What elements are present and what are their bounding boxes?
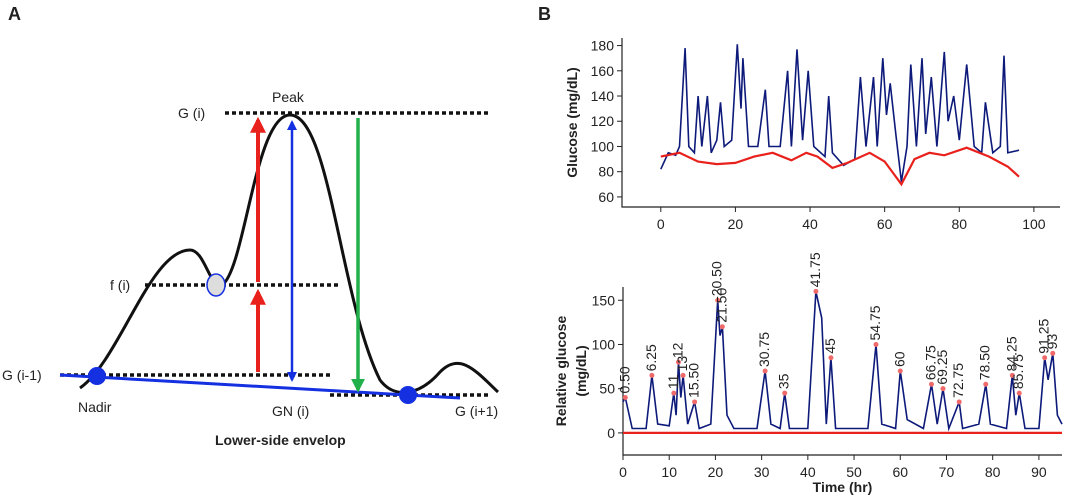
peak-mark — [762, 368, 768, 374]
peak-label: 0.50 — [616, 366, 632, 393]
peak-mark — [873, 341, 879, 347]
label: G (i+1) — [455, 403, 498, 419]
x-tick-label: 30 — [754, 464, 770, 480]
x-tick-label: 20 — [708, 464, 724, 480]
x-tick-label: 90 — [1031, 464, 1047, 480]
series-line — [660, 44, 1020, 182]
nadir-point — [88, 367, 106, 385]
y-tick-label: 160 — [591, 63, 615, 79]
peak-mark — [1042, 355, 1048, 361]
peak-mark — [782, 390, 788, 396]
x-tick-label: 80 — [951, 216, 967, 232]
x-tick-label: 70 — [939, 464, 955, 480]
peak-mark — [1009, 372, 1015, 378]
x-tick-label: 40 — [800, 464, 816, 480]
peak-label: 84.25 — [1003, 336, 1019, 371]
series-line — [622, 291, 1063, 432]
x-tick-label: 100 — [1022, 216, 1046, 232]
peak-label: 11 — [665, 374, 681, 389]
x-tick-label: 40 — [802, 216, 818, 232]
peak-mark — [1016, 390, 1022, 396]
peak-mark — [622, 395, 628, 401]
peak-mark — [897, 368, 903, 374]
label: Nadir — [78, 399, 112, 415]
peak-mark — [1050, 350, 1056, 356]
peak-mark — [719, 324, 725, 330]
y-tick-label: 180 — [591, 38, 615, 54]
peak-label: 60 — [891, 351, 907, 367]
peak-mark — [715, 297, 721, 303]
y-tick-label: 60 — [598, 189, 614, 205]
caption: Lower-side envelop — [215, 432, 346, 448]
peak-mark — [956, 399, 962, 405]
envelope-line — [59, 373, 461, 400]
label: Peak — [272, 89, 305, 105]
peak-label: 15.50 — [686, 363, 702, 398]
peak-label: 93 — [1044, 334, 1060, 350]
x-tick-label: 60 — [877, 216, 893, 232]
peak-mark — [813, 288, 819, 294]
x-tick-label: 10 — [661, 464, 677, 480]
peak-label: 54.75 — [867, 305, 883, 340]
x-tick-label: 50 — [846, 464, 862, 480]
curve — [79, 113, 500, 394]
peak-label: 21.50 — [713, 288, 729, 323]
peak-label: 6.25 — [643, 344, 659, 371]
label: f (i) — [110, 277, 130, 293]
peak-mark — [671, 390, 677, 396]
peak-mark — [828, 355, 834, 361]
series-line — [660, 146, 1020, 187]
peak-label: 69.25 — [934, 349, 950, 384]
label: GN (i) — [272, 403, 309, 419]
peak-label: 20.50 — [709, 261, 725, 296]
peak-mark — [649, 372, 655, 378]
y-tick-label: 80 — [598, 164, 614, 180]
y-axis-label: (mg/dL) — [573, 345, 589, 396]
nadir-point — [399, 386, 417, 404]
peak-mark — [983, 381, 989, 387]
y-axis-label: Relative glucose — [553, 316, 569, 427]
y-tick-label: 100 — [591, 138, 615, 154]
peak-label: 12 — [669, 342, 685, 358]
mid-point — [206, 273, 226, 297]
x-tick-label: 0 — [619, 464, 627, 480]
peak-label: 35 — [776, 373, 792, 389]
peak-mark — [675, 359, 681, 365]
y-tick-label: 120 — [591, 113, 615, 129]
x-tick-label: 0 — [657, 216, 665, 232]
y-tick-label: 140 — [591, 88, 615, 104]
y-tick-label: 50 — [599, 381, 615, 397]
peak-label: 91.25 — [1036, 318, 1052, 353]
peak-label: 45 — [822, 338, 838, 354]
panel-a: A G (i) Peak f (i) G (i-1) Nadir GN (i) … — [2, 4, 500, 448]
peak-label: 30.75 — [756, 332, 772, 367]
x-tick-label: 20 — [728, 216, 744, 232]
peak-label: 13 — [674, 356, 690, 372]
peak-label: 85.75 — [1010, 354, 1026, 389]
peak-label: 72.75 — [950, 363, 966, 398]
y-tick-label: 100 — [592, 336, 616, 352]
y-axis-label: Glucose (mg/dL) — [564, 67, 580, 177]
x-tick-label: 60 — [892, 464, 908, 480]
peak-label: 66.75 — [922, 345, 938, 380]
panel-letter: B — [538, 4, 551, 24]
label: G (i-1) — [2, 367, 42, 383]
peak-label: 78.50 — [977, 345, 993, 380]
panel-letter: A — [8, 4, 21, 24]
y-tick-label: 150 — [592, 292, 616, 308]
peak-mark — [928, 381, 934, 387]
peak-mark — [940, 386, 946, 392]
peak-mark — [680, 372, 686, 378]
x-tick-label: 80 — [985, 464, 1001, 480]
peak-label: 41.75 — [807, 252, 823, 287]
label: G (i) — [178, 105, 205, 121]
peak-mark — [692, 399, 698, 405]
y-tick-label: 0 — [607, 425, 615, 441]
x-axis-label: Time (hr) — [813, 479, 873, 495]
axis — [621, 38, 1060, 208]
